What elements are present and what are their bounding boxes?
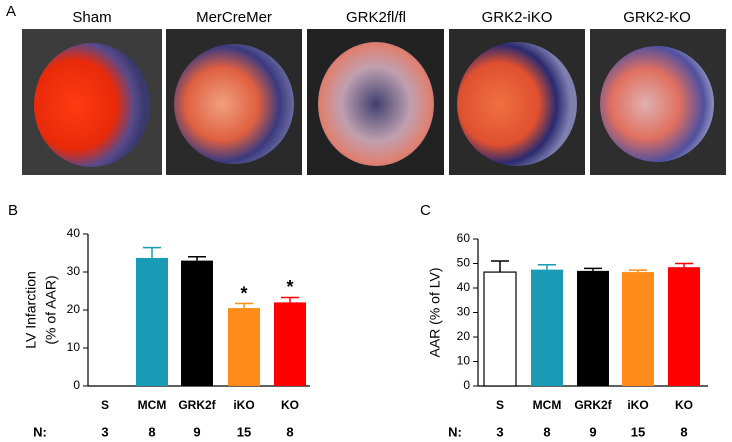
x-tick-label: iKO [627,398,648,412]
y-tick-label: 20 [457,329,471,343]
x-tick-label: GRK2f [574,398,612,412]
image-title: MerCreMer [196,9,272,26]
n-value: 3 [101,424,108,439]
x-tick-label: iKO [233,398,254,412]
bar [531,269,563,386]
y-tick-label: 20 [67,302,81,316]
bar [483,271,517,387]
y-tick-label: 40 [457,280,471,294]
y-axis-label: LV Infarction [23,271,39,349]
n-label: N: [33,424,47,439]
panel-a: A [6,3,726,175]
bar [577,270,609,386]
n-value: 8 [543,424,550,439]
n-value: 9 [589,424,596,439]
heart [600,46,714,162]
heart [174,44,294,164]
x-tick-label: S [496,398,504,412]
x-tick-label: S [101,398,109,412]
image-title: Sham [72,9,111,26]
bar [668,267,700,386]
bar [622,272,654,386]
x-tick-label: KO [675,398,693,412]
y-tick-label: 0 [73,378,80,392]
y-tick-label: 40 [67,226,81,240]
x-tick-label: MCM [533,398,562,412]
n-value: 8 [286,424,293,439]
panel-label: B [8,202,18,219]
bar [136,257,168,386]
n-value: 3 [496,424,503,439]
y-tick-label: 50 [457,256,471,270]
significance: * [240,283,247,303]
n-value: 15 [631,424,645,439]
y-axis-label: (% of AAR) [43,275,59,344]
y-axis-label: AAR (% of LV) [427,268,443,358]
image-title: GRK2fl/fl [346,9,406,26]
panel-label: C [420,202,431,219]
bar [181,260,213,386]
x-tick-label: KO [281,398,299,412]
image-title: GRK2-iKO [482,9,553,26]
x-tick-label: GRK2f [178,398,216,412]
n-value: 8 [148,424,155,439]
y-tick-label: 60 [457,231,471,245]
heart [457,42,577,166]
y-tick-label: 0 [463,378,470,392]
x-tick-label: MCM [138,398,167,412]
heart [34,43,150,167]
y-tick-label: 30 [457,305,471,319]
y-tick-label: 10 [457,354,471,368]
image-title: GRK2-KO [623,9,691,26]
n-label: N: [448,424,462,439]
bar [228,308,260,386]
y-tick-label: 30 [67,264,81,278]
heart [318,42,434,166]
n-value: 15 [237,424,251,439]
panel-label: A [6,3,16,20]
n-value: 8 [680,424,687,439]
bar [274,302,306,386]
n-value: 9 [193,424,200,439]
significance: * [286,277,293,297]
y-tick-label: 10 [67,340,81,354]
